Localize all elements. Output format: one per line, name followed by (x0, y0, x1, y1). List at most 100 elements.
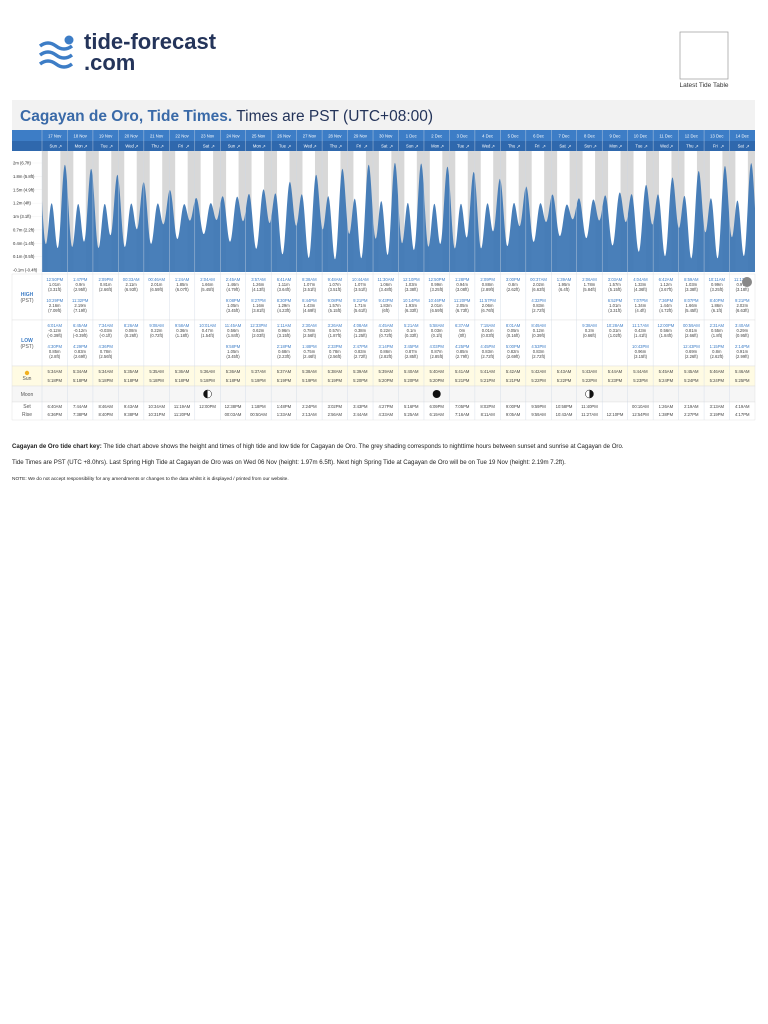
tide-time: 3:14PM (379, 344, 394, 349)
expand-icon (465, 145, 469, 149)
broken-image[interactable] (679, 31, 729, 80)
tide-height: 1.46m (227, 282, 239, 287)
sunrise: 5:34AM (48, 369, 63, 374)
tide-height-ft: (5.45ft) (201, 287, 215, 292)
tide-time: 2:45AM (226, 277, 241, 282)
tide-time: 2:18PM (277, 344, 292, 349)
date-label: 17 Nov (48, 134, 62, 139)
low-row (11, 319, 756, 367)
sunrise: 5:34AM (98, 369, 113, 374)
axis-label: 0.7m (2.2ft) (13, 227, 35, 232)
tide-height-ft: (4.69ft) (303, 308, 317, 313)
expand-icon (211, 145, 215, 149)
day-label: Tue (101, 144, 109, 149)
tide-height-ft: (0.1ft) (431, 333, 443, 338)
tide-time: 10:01AM (199, 323, 216, 328)
tide-height: 2.06m (482, 303, 494, 308)
day-label: Thu (508, 144, 516, 149)
tide-height-ft: (6.07ft) (175, 287, 189, 292)
tide-time: 9:43PM (379, 298, 394, 303)
tide-height: 0.94m (456, 282, 468, 287)
tide-height-ft: (5.61ft) (354, 308, 368, 313)
tide-height-ft: (0.26ft) (124, 333, 138, 338)
tide-time: 12:33PM (250, 323, 267, 328)
tide-height: 0.87m (405, 349, 417, 354)
expand-icon (669, 145, 673, 149)
tide-time: 12:00PM (657, 323, 674, 328)
sunrise: 5:44AM (633, 369, 648, 374)
tide-height-ft: (6.1ft) (711, 308, 723, 313)
tide-time: 10:43PM (632, 344, 649, 349)
tide-height: 0.43m (635, 328, 647, 333)
tide-height-ft: (3.08ft) (456, 287, 470, 292)
row-label: (PST) (20, 344, 33, 350)
expand-icon (313, 145, 317, 149)
day-label: Mon (431, 144, 440, 149)
sunrise: 5:35AM (124, 369, 139, 374)
moonrise: 8:40PM (98, 412, 113, 417)
tide-height: 0m (459, 328, 465, 333)
moonrise: 10:43AM (556, 412, 573, 417)
moonrise: 6:19AM (429, 412, 444, 417)
tide-height: 1.93m (405, 303, 417, 308)
day-label: Sat (559, 144, 566, 149)
expand-icon (287, 145, 291, 149)
tide-height: 1.57m (609, 282, 621, 287)
tide-time: 10:11AM (709, 277, 726, 282)
tide-height-ft: (2.99ft) (736, 354, 750, 359)
tide-height: 1.33m (635, 282, 647, 287)
moonset: 12:00PM (199, 404, 216, 409)
day-label: Sat (203, 144, 210, 149)
tide-height: 0.85m (456, 349, 468, 354)
moonset: 00:10AM (632, 404, 649, 409)
day-label: Wed (660, 144, 669, 149)
spring-text: Tide Times are PST (UTC +8.0hrs). Last S… (12, 459, 566, 466)
sunrise: 5:43AM (557, 369, 572, 374)
tide-time: 12:50PM (46, 277, 63, 282)
tide-time: 10:28AM (607, 323, 624, 328)
sunset: 5:18PM (149, 378, 164, 383)
tide-height-ft: (7.19ft) (74, 308, 88, 313)
tide-height-ft: (2.66ft) (685, 333, 699, 338)
tide-time: 4:30PM (48, 344, 63, 349)
image-caption[interactable]: Latest Tide Table (679, 82, 728, 89)
tide-height: 1.11m (278, 282, 290, 287)
scroll-button[interactable] (742, 277, 752, 287)
logo-text: tide-forecast (84, 29, 217, 54)
tide-time: 00:33AM (123, 277, 140, 282)
tide-height-ft: (2.56ft) (328, 354, 342, 359)
tide-time: 4:03PM (429, 344, 444, 349)
tide-height-ft: (2.95ft) (74, 287, 88, 292)
moonset: 1:18PM (251, 404, 266, 409)
tide-height-ft: (4.4ft) (635, 308, 647, 313)
tide-height: 1.66m (686, 303, 698, 308)
expand-icon (364, 145, 368, 149)
tide-height-ft: (2.62ft) (506, 287, 520, 292)
day-label: Thu (151, 144, 159, 149)
tide-height-ft: (6.59ft) (430, 308, 444, 313)
tide-height: 0.38m (354, 328, 366, 333)
tide-height: 0.22m (151, 328, 163, 333)
moonset: 2:24PM (302, 404, 317, 409)
tide-height-ft: (2.69ft) (506, 354, 520, 359)
tide-height: 1.29m (278, 303, 290, 308)
tide-height-ft: (5.15ft) (328, 308, 342, 313)
title-rest: Times are PST (UTC+08:00) (236, 108, 433, 125)
tide-height: 0.97m (736, 282, 748, 287)
sunset: 5:18PM (48, 378, 63, 383)
tide-height: 0.05m (507, 328, 519, 333)
day-label: Mon (609, 144, 618, 149)
tide-time: 3:45PM (404, 344, 419, 349)
tide-height: 0.83m (533, 349, 545, 354)
tide-time: 1:28PM (455, 277, 470, 282)
tide-height-ft: (6ft) (382, 308, 390, 313)
tide-height: 1.66m (202, 282, 214, 287)
logo[interactable]: tide-forecast .com (38, 29, 217, 75)
tide-height-ft: (-0.39ft) (47, 333, 62, 338)
tide-time: 9:58AM (175, 323, 190, 328)
tide-time: 11:20PM (454, 298, 471, 303)
date-label: 20 Nov (124, 134, 138, 139)
tide-height: 0.68m (278, 349, 290, 354)
tide-height: 1.78m (584, 282, 596, 287)
